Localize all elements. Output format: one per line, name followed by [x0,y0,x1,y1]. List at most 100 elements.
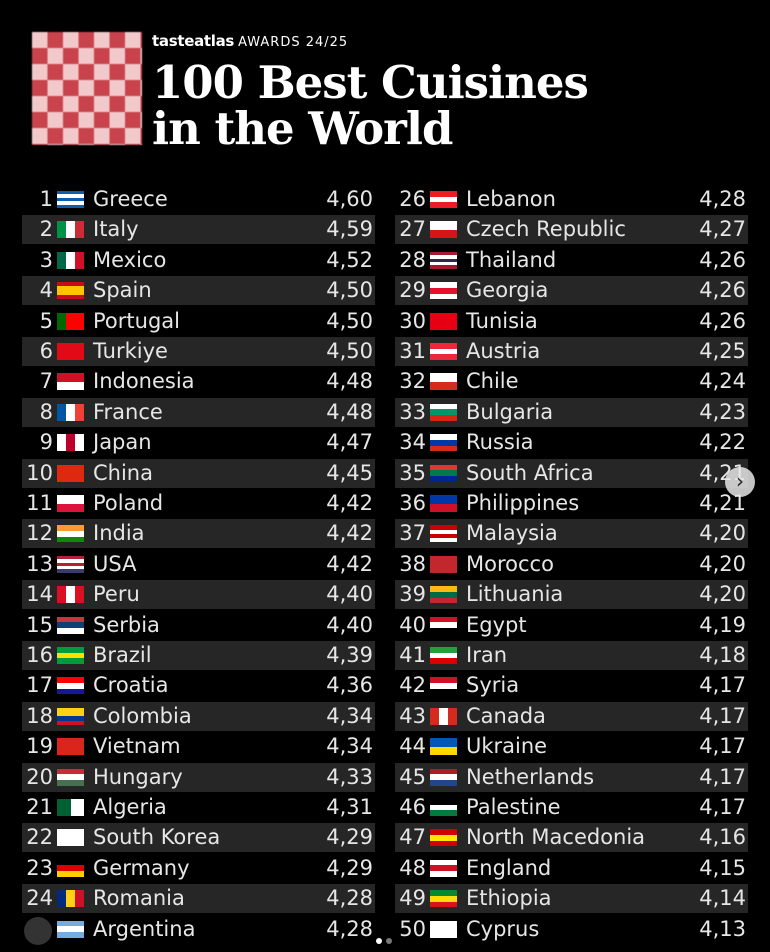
country-name: Russia [466,430,534,455]
country-name: Spain [93,278,152,303]
flag [57,282,84,300]
table-row: 11 Poland 4,42 [22,489,375,518]
flag [57,616,84,634]
table-row: 19 Vietnam 4,34 [22,732,375,761]
score: 4,36 [326,673,373,698]
flag [430,373,457,391]
country-name: Syria [466,673,520,698]
score: 4,39 [326,643,373,667]
table-row: 40 Egypt 4,19 [395,611,748,640]
table-row: 12 India 4,42 [22,519,375,549]
country-name: Greece [93,187,168,211]
flag [57,191,84,208]
flag [430,403,457,421]
logo [32,32,142,145]
rank: 20 [26,764,53,789]
score: 4,59 [326,217,373,242]
flag [430,920,457,938]
score: 4,33 [326,764,373,789]
rank: 7 [39,369,53,394]
flag [430,799,457,816]
rank: 23 [26,855,53,880]
flag [57,586,84,604]
score: 4,40 [326,582,373,607]
country-name: Argentina [93,916,196,941]
flag [57,221,84,239]
country-name: Austria [466,339,541,363]
flag [57,403,84,421]
country-name: Cyprus [466,916,540,941]
score: 4,17 [699,673,746,698]
score: 4,24 [699,369,746,394]
country-name: Brazil [93,643,152,667]
table-row: 20 Hungary 4,33 [22,762,375,792]
table-row: 39 Lithuania 4,20 [395,580,748,610]
title: in the World [152,102,453,155]
table-row: 15 Serbia 4,40 [22,611,375,640]
country-name: Czech Republic [466,217,626,242]
rank: 34 [399,430,426,455]
rank: 19 [26,734,53,759]
flag [57,525,84,543]
flag [57,799,84,816]
table-row: 31 Austria 4,25 [395,337,748,366]
score: 4,26 [699,308,746,333]
score: 4,22 [699,430,746,455]
rank: 49 [399,886,426,911]
flag [57,464,84,482]
table-row: 46 Palestine 4,17 [395,793,748,822]
score: 4,34 [326,734,373,759]
rank: 14 [26,582,53,607]
user-icon[interactable] [24,917,52,945]
score: 4,18 [699,643,746,667]
table-row: 33 Bulgaria 4,23 [395,397,748,427]
brand-name: tasteatlas [152,32,235,50]
country-name: Turkiye [93,339,168,363]
country-name: Egypt [466,612,527,637]
rank: 1 [39,187,53,211]
rank: 46 [399,795,426,819]
score: 4,48 [326,369,373,394]
table-row: 34 Russia 4,22 [395,428,748,457]
country-name: Romania [93,886,185,911]
rank: 18 [26,703,53,728]
flag [430,221,457,239]
country-name: Italy [93,217,139,242]
flag [57,343,84,360]
flag [430,251,457,269]
flag [430,191,457,208]
flag [430,647,457,664]
score: 4,29 [326,855,373,880]
table-row: 14 Peru 4,40 [22,580,375,610]
flag [57,373,84,391]
rank: 31 [399,339,426,363]
table-row: 22 South Korea 4,29 [22,823,375,853]
score: 4,23 [699,399,746,424]
table-row: 2 Italy 4,59 [22,215,375,245]
title: 100 Best Cuisines [152,56,589,109]
country-name: Portugal [93,308,180,333]
rank: 27 [399,217,426,242]
rank: 38 [399,551,426,576]
country-name: Indonesia [93,369,195,394]
rank: 15 [26,612,53,637]
table-row: 43 Canada 4,17 [395,701,748,731]
score: 4,42 [326,551,373,576]
table-row: 48 England 4,15 [395,854,748,883]
flag [57,312,84,330]
flag [430,434,457,452]
table-row: 4 Spain 4,50 [22,276,375,306]
rank: 30 [399,308,426,333]
country-name: Algeria [93,795,167,819]
table-row: 27 Czech Republic 4,27 [395,215,748,245]
flag [430,312,457,330]
flag [430,677,457,695]
rank: 5 [39,308,53,333]
brand: tasteatlas AWARDS 24/25 [152,32,348,50]
flag [57,920,84,938]
rank: 12 [26,521,53,546]
country-name: Iran [466,643,508,667]
country-name: North Macedonia [466,825,646,850]
rank: 11 [26,491,53,515]
next-button[interactable]: › [725,467,755,497]
